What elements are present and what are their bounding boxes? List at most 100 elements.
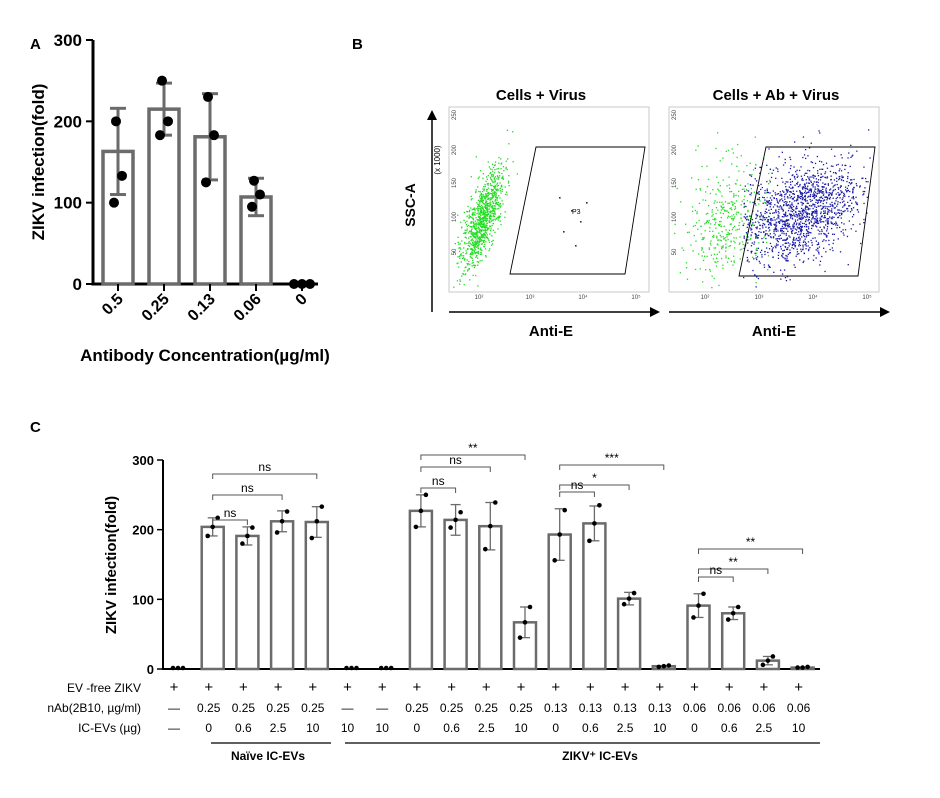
panel-b-plot2-event <box>802 192 804 195</box>
panel-b-plot1-event <box>477 203 479 205</box>
panel-b-plot2-event <box>749 201 751 203</box>
panel-b-plot1-event <box>493 164 496 167</box>
panel-b-plot2-event <box>795 239 797 241</box>
panel-b-plot2-event <box>761 237 763 240</box>
panel-b-plot1-event <box>508 143 510 145</box>
panel-b-y-axis-label: SSC-A <box>402 183 418 227</box>
panel-b-plot2-event <box>810 191 812 193</box>
panel-b-plot2-event <box>756 258 758 261</box>
panel-c-data-point <box>314 519 320 524</box>
panel-b-plot2-event <box>785 223 787 225</box>
panel-b-plot1-event <box>477 199 479 202</box>
panel-b-plot2-event <box>813 194 815 197</box>
panel-b-plot1-event <box>467 244 470 247</box>
panel-b-plot2-event <box>776 238 778 240</box>
panel-b-plot2-event <box>769 242 772 245</box>
panel-b-plot2-event <box>812 215 814 217</box>
panel-b-plot2-event <box>818 246 821 248</box>
panel-b-plot1-event <box>466 211 469 213</box>
panel-b-plot1-event <box>497 219 499 221</box>
panel-c-data-point <box>631 590 637 596</box>
panel-b-plot1-event <box>490 175 493 177</box>
panel-label-c: C <box>30 419 41 436</box>
panel-b-plot1-event <box>477 250 479 253</box>
panel-b-plot2-event <box>747 239 749 241</box>
panel-b-plot2-event <box>832 249 834 252</box>
panel-b-plot2-event <box>808 228 810 230</box>
panel-b-plot1-event <box>495 196 497 198</box>
panel-b-plot2-event <box>771 195 773 197</box>
panel-b-plot1-event <box>467 269 469 271</box>
panel-b-plot1-event <box>470 239 473 241</box>
panel-b-plot2-event <box>837 216 839 219</box>
panel-b-plot2-event <box>789 178 791 180</box>
panel-b-plot1-event <box>485 219 487 221</box>
panel-b-plot1-event <box>487 196 489 198</box>
panel-b-plot2-event <box>755 235 757 237</box>
panel-b-plot2-event <box>802 199 804 201</box>
panel-b-plot2-event <box>863 166 865 168</box>
panel-c-plus-sign: + <box>725 679 734 696</box>
panel-b-plot1-event <box>505 166 507 169</box>
panel-b-plot2-event <box>785 219 788 221</box>
panel-b-plot1-event <box>488 227 490 229</box>
panel-b-plot1-event <box>492 223 494 225</box>
panel-b-plot2-event <box>842 229 844 231</box>
panel-b-plot2-event <box>844 210 846 212</box>
panel-c-data-point <box>517 635 523 640</box>
panel-b-plot1-event <box>473 244 476 246</box>
panel-b-plot2-event <box>845 189 847 191</box>
panel-b-plot2-event <box>813 222 815 224</box>
panel-b-plot2-event <box>755 164 757 166</box>
panel-b-plot2-event <box>728 229 731 231</box>
panel-b-plot2-event <box>797 240 800 242</box>
panel-c-significance-label: ns <box>710 563 723 577</box>
panel-b-plot1-event <box>490 203 492 206</box>
panel-b-plot1-event <box>464 258 466 260</box>
panel-b-plot1-event <box>489 168 492 170</box>
panel-b-plot2-event <box>726 261 729 263</box>
panel-b-plot2-event <box>812 207 814 210</box>
panel-b-plot2-event <box>863 218 865 221</box>
panel-b-plot2-event <box>835 172 837 175</box>
panel-b-plot2-event <box>801 217 804 219</box>
panel-b-plot2-event <box>820 212 822 215</box>
panel-b-plot2-event <box>807 185 809 187</box>
panel-b-plot1-event <box>488 249 490 252</box>
panel-b-plot1-event <box>487 238 489 240</box>
panel-b-plot2-event <box>765 208 767 210</box>
panel-b-plot1-event <box>457 214 459 216</box>
panel-b-plot2-event <box>719 234 721 236</box>
panel-b-plot2-event <box>802 196 804 198</box>
panel-b-plot2-event <box>783 191 785 193</box>
panel-b-plot2-event <box>787 219 789 221</box>
panel-b-plot1-event <box>485 188 488 191</box>
panel-b-plot1-event <box>493 210 496 212</box>
panel-b-plot1-event <box>485 204 487 206</box>
panel-b-plot1-event <box>482 211 484 214</box>
panel-b-plot2-event <box>841 175 843 177</box>
panel-c-nab-value: 0.25 <box>232 701 256 715</box>
panel-c-significance-bracket <box>698 548 804 554</box>
panel-b-plot1-event <box>479 212 481 214</box>
panel-b-plot2-event <box>799 195 801 198</box>
panel-b-plot2-event <box>762 227 764 229</box>
panel-b-plot2-event <box>814 221 817 224</box>
panel-b-plot2-event <box>789 252 791 254</box>
panel-b-plot1-event <box>486 178 488 180</box>
panel-b-plot1-event <box>473 225 476 228</box>
panel-b-plot2-event <box>809 189 811 191</box>
panel-b-plot1-event <box>481 201 484 203</box>
panel-b-plot2-event <box>782 190 784 192</box>
panel-b-plot2-event <box>709 227 711 229</box>
panel-b-plot2-event <box>780 278 782 280</box>
panel-b-plot1-event <box>475 238 477 240</box>
panel-b-plot2-event <box>798 213 800 215</box>
panel-b-plot1-event <box>477 244 479 247</box>
panel-b-plot1-event <box>487 198 489 200</box>
panel-b-plot2-event <box>700 225 702 227</box>
panel-b-plot2-event <box>800 192 802 194</box>
panel-b-plot2-event <box>786 260 788 262</box>
panel-c-data-point <box>279 519 285 524</box>
panel-b-plot2-event <box>786 190 788 192</box>
